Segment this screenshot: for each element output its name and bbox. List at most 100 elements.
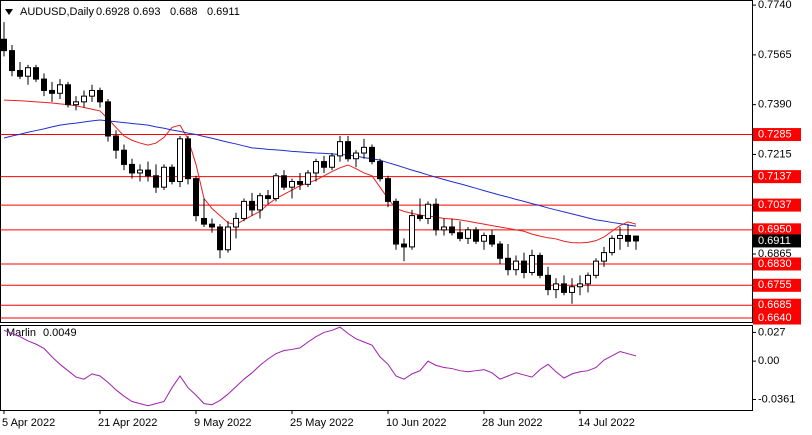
level-label: 0.7285: [758, 128, 792, 140]
candle-body: [425, 203, 431, 219]
candle-body: [185, 138, 191, 180]
candle-body: [201, 217, 207, 225]
candle-body: [617, 235, 623, 239]
candle-body: [361, 146, 367, 154]
candle-body: [505, 257, 511, 271]
candle-body: [329, 155, 335, 168]
candle-body: [377, 161, 383, 180]
candle-body: [97, 89, 103, 103]
candle-body: [393, 200, 399, 245]
candle-body: [249, 200, 255, 211]
level-label: 0.6950: [758, 224, 792, 236]
indicator-panel: [0, 325, 753, 411]
candle-body: [593, 260, 599, 276]
level-label: 0.6755: [758, 279, 792, 291]
level-tag: [753, 311, 801, 325]
candle-body: [473, 229, 479, 242]
x-tick-label: 14 Jul 2022: [578, 417, 635, 429]
candle-body: [137, 169, 143, 174]
candle-body: [313, 161, 319, 174]
candle-body: [25, 67, 31, 77]
candle-body: [449, 226, 455, 234]
candle-body: [9, 50, 15, 72]
candle-body: [417, 215, 423, 219]
candle-body: [489, 235, 495, 245]
level-tag: [753, 223, 801, 237]
candle-body: [41, 78, 47, 91]
x-tick-label: 10 Jun 2022: [386, 417, 447, 429]
candle-body: [353, 152, 359, 160]
level-label: 0.6640: [758, 312, 792, 324]
candle-body: [145, 169, 151, 177]
y-tick-label: 0.027: [758, 326, 786, 338]
candle-body: [225, 226, 231, 251]
candle-body: [577, 283, 583, 288]
level-label: 0.7037: [758, 199, 792, 211]
indicator-title: Marlin: [6, 327, 36, 339]
ohlc-high: 0.693: [133, 6, 161, 18]
candle-body: [401, 243, 407, 248]
candle-body: [297, 180, 303, 185]
price-tag: [753, 234, 801, 248]
level-tag: [753, 257, 801, 271]
candle-body: [537, 254, 543, 276]
main-panel: [0, 0, 753, 323]
candle-body: [177, 138, 183, 182]
level-tag: [753, 198, 801, 212]
ohlc-close: 0.6911: [207, 6, 240, 18]
candle-body: [553, 283, 559, 291]
y-tick-label: 0.7565: [758, 49, 792, 61]
candle-body: [113, 135, 119, 151]
candle-body: [105, 101, 111, 137]
candle-body: [561, 283, 567, 293]
x-tick-label: 28 Jun 2022: [482, 417, 543, 429]
level-tag: [753, 278, 801, 292]
menu-arrow[interactable]: [5, 9, 13, 15]
level-tag: [753, 128, 801, 142]
candle-body: [609, 237, 615, 254]
candle-body: [457, 232, 463, 239]
candle-body: [321, 161, 327, 168]
y-tick-label: -0.0361: [758, 393, 795, 405]
candle-body: [73, 101, 79, 106]
candle-body: [345, 141, 351, 160]
level-tag: [753, 170, 801, 184]
candle-body: [217, 226, 223, 251]
candle-body: [193, 178, 199, 217]
candle-body: [481, 235, 487, 242]
candle-body: [129, 163, 135, 174]
candle-body: [257, 195, 263, 211]
ohlc-open: 0.6928: [96, 6, 130, 18]
candle-body: [569, 286, 575, 293]
candle-body: [305, 172, 311, 185]
candle-body: [409, 215, 415, 248]
ohlc-low: 0.688: [170, 6, 198, 18]
candle-body: [385, 178, 391, 202]
candle-body: [1, 38, 7, 52]
candle-body: [625, 235, 631, 242]
indicator-value: 0.0049: [43, 327, 77, 339]
candle-body: [289, 180, 295, 188]
candle-body: [633, 235, 639, 242]
candle-body: [89, 89, 95, 97]
candle-body: [601, 252, 607, 262]
candle-body: [545, 274, 551, 291]
candle-body: [33, 67, 39, 80]
level-label: 0.6685: [758, 299, 792, 311]
candle-body: [241, 200, 247, 219]
candle-body: [433, 203, 439, 231]
candle-body: [441, 226, 447, 231]
candle-body: [121, 149, 127, 165]
line: [3, 326, 637, 407]
x-tick-label: 25 May 2022: [290, 417, 354, 429]
candle-body: [521, 260, 527, 274]
level-label: 0.7137: [758, 171, 792, 183]
candle-body: [497, 243, 503, 259]
candle-body: [369, 146, 375, 163]
y-tick-label: 0.6865: [758, 248, 792, 260]
x-tick-label: 5 Apr 2022: [2, 417, 55, 429]
candle-body: [153, 175, 159, 188]
y-tick-label: 0.7390: [758, 99, 792, 111]
x-tick-label: 9 May 2022: [194, 417, 251, 429]
